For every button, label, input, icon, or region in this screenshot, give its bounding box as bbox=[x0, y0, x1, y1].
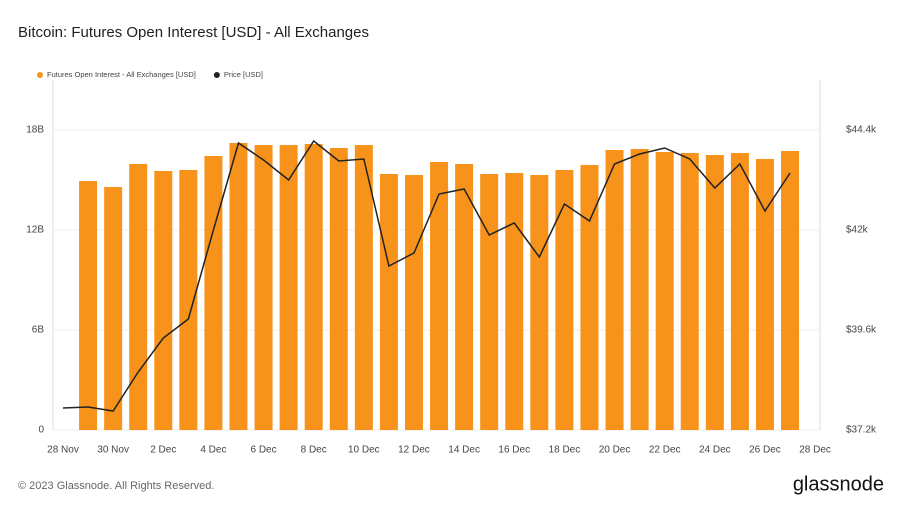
bar bbox=[680, 153, 699, 430]
bar bbox=[605, 150, 624, 430]
chart-title: Bitcoin: Futures Open Interest [USD] - A… bbox=[18, 24, 369, 41]
x-tick-label: 24 Dec bbox=[699, 445, 731, 456]
x-tick-label: 10 Dec bbox=[348, 445, 380, 456]
x-tick-label: 30 Nov bbox=[97, 445, 129, 456]
x-tick-label: 28 Dec bbox=[799, 445, 831, 456]
x-tick-label: 12 Dec bbox=[398, 445, 430, 456]
bar bbox=[354, 145, 373, 430]
bar bbox=[129, 164, 148, 430]
bar bbox=[229, 143, 248, 430]
bar bbox=[705, 155, 724, 430]
x-tick-label: 22 Dec bbox=[649, 445, 681, 456]
bar bbox=[104, 187, 123, 430]
price-line bbox=[62, 139, 791, 412]
bar bbox=[755, 159, 774, 430]
bar bbox=[580, 165, 599, 430]
x-tick-label: 2 Dec bbox=[150, 445, 176, 456]
y2-tick-label: $39.6k bbox=[846, 325, 877, 336]
y-tick-label: 0 bbox=[38, 425, 44, 436]
y2-tick-label: $37.2k bbox=[846, 425, 877, 436]
bar bbox=[555, 170, 574, 430]
bar bbox=[329, 148, 348, 430]
bar bbox=[730, 153, 749, 430]
legend-swatch bbox=[37, 72, 43, 78]
x-tick-label: 26 Dec bbox=[749, 445, 781, 456]
bar bbox=[179, 170, 198, 430]
legend-label: Price [USD] bbox=[224, 70, 263, 79]
bar bbox=[505, 173, 524, 430]
bar bbox=[379, 174, 398, 430]
bar bbox=[630, 149, 649, 430]
bar bbox=[254, 145, 273, 430]
bar bbox=[404, 175, 423, 430]
bar bbox=[204, 156, 223, 430]
bar bbox=[455, 164, 474, 430]
y-tick-label: 18B bbox=[26, 125, 44, 136]
x-tick-label: 28 Nov bbox=[47, 445, 79, 456]
bar bbox=[655, 152, 674, 430]
x-tick-label: 6 Dec bbox=[250, 445, 276, 456]
y-tick-label: 6B bbox=[32, 325, 45, 336]
x-tick-label: 14 Dec bbox=[448, 445, 480, 456]
x-tick-label: 18 Dec bbox=[549, 445, 581, 456]
bar bbox=[154, 171, 173, 430]
y2-tick-label: $44.4k bbox=[846, 125, 877, 136]
bar bbox=[79, 181, 98, 430]
bar bbox=[480, 174, 499, 430]
x-tick-label: 4 Dec bbox=[200, 445, 226, 456]
bar bbox=[304, 144, 323, 430]
legend-swatch bbox=[213, 72, 220, 78]
x-tick-label: 16 Dec bbox=[498, 445, 530, 456]
x-tick-label: 20 Dec bbox=[599, 445, 631, 456]
bar bbox=[430, 162, 449, 430]
y2-tick-label: $42k bbox=[846, 225, 869, 236]
x-tick-label: 8 Dec bbox=[301, 445, 327, 456]
brand-logo: glassnode bbox=[793, 473, 884, 495]
bar bbox=[530, 175, 549, 430]
bar bbox=[279, 145, 298, 430]
y-tick-label: 12B bbox=[26, 225, 44, 236]
footer: © 2023 Glassnode. All Rights Reserved. bbox=[18, 480, 214, 492]
bar bbox=[781, 151, 800, 430]
legend-label: Futures Open Interest - All Exchanges [U… bbox=[47, 70, 196, 79]
